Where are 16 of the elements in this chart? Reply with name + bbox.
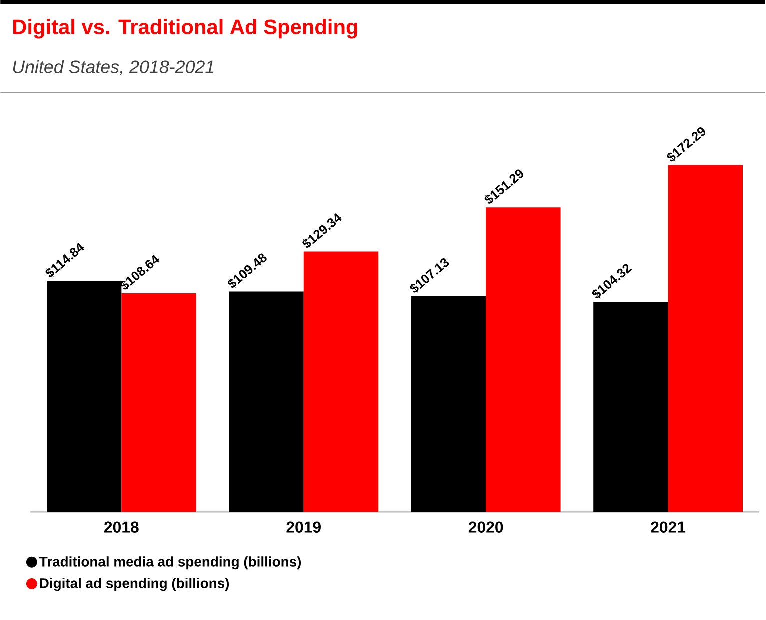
bar [594,302,668,512]
chart-subtitle: United States, 2018-2021 [13,60,214,76]
x-tick-label: 2021 [651,522,686,533]
bar [668,165,744,512]
bar [304,252,379,512]
bar [486,208,561,512]
bar [122,293,196,512]
legend-label: Digital ad spending (billions) [40,578,230,592]
bar [229,292,304,512]
x-tick-label: 2019 [286,522,321,533]
x-tick-label: 2018 [104,522,139,533]
bar [411,296,486,512]
x-tick-label: 2020 [468,522,504,533]
legend-label: Traditional media ad spending (billions) [40,556,302,570]
bar [46,280,122,512]
chart-title: Digital vs. Traditional Ad Spending [14,19,358,39]
